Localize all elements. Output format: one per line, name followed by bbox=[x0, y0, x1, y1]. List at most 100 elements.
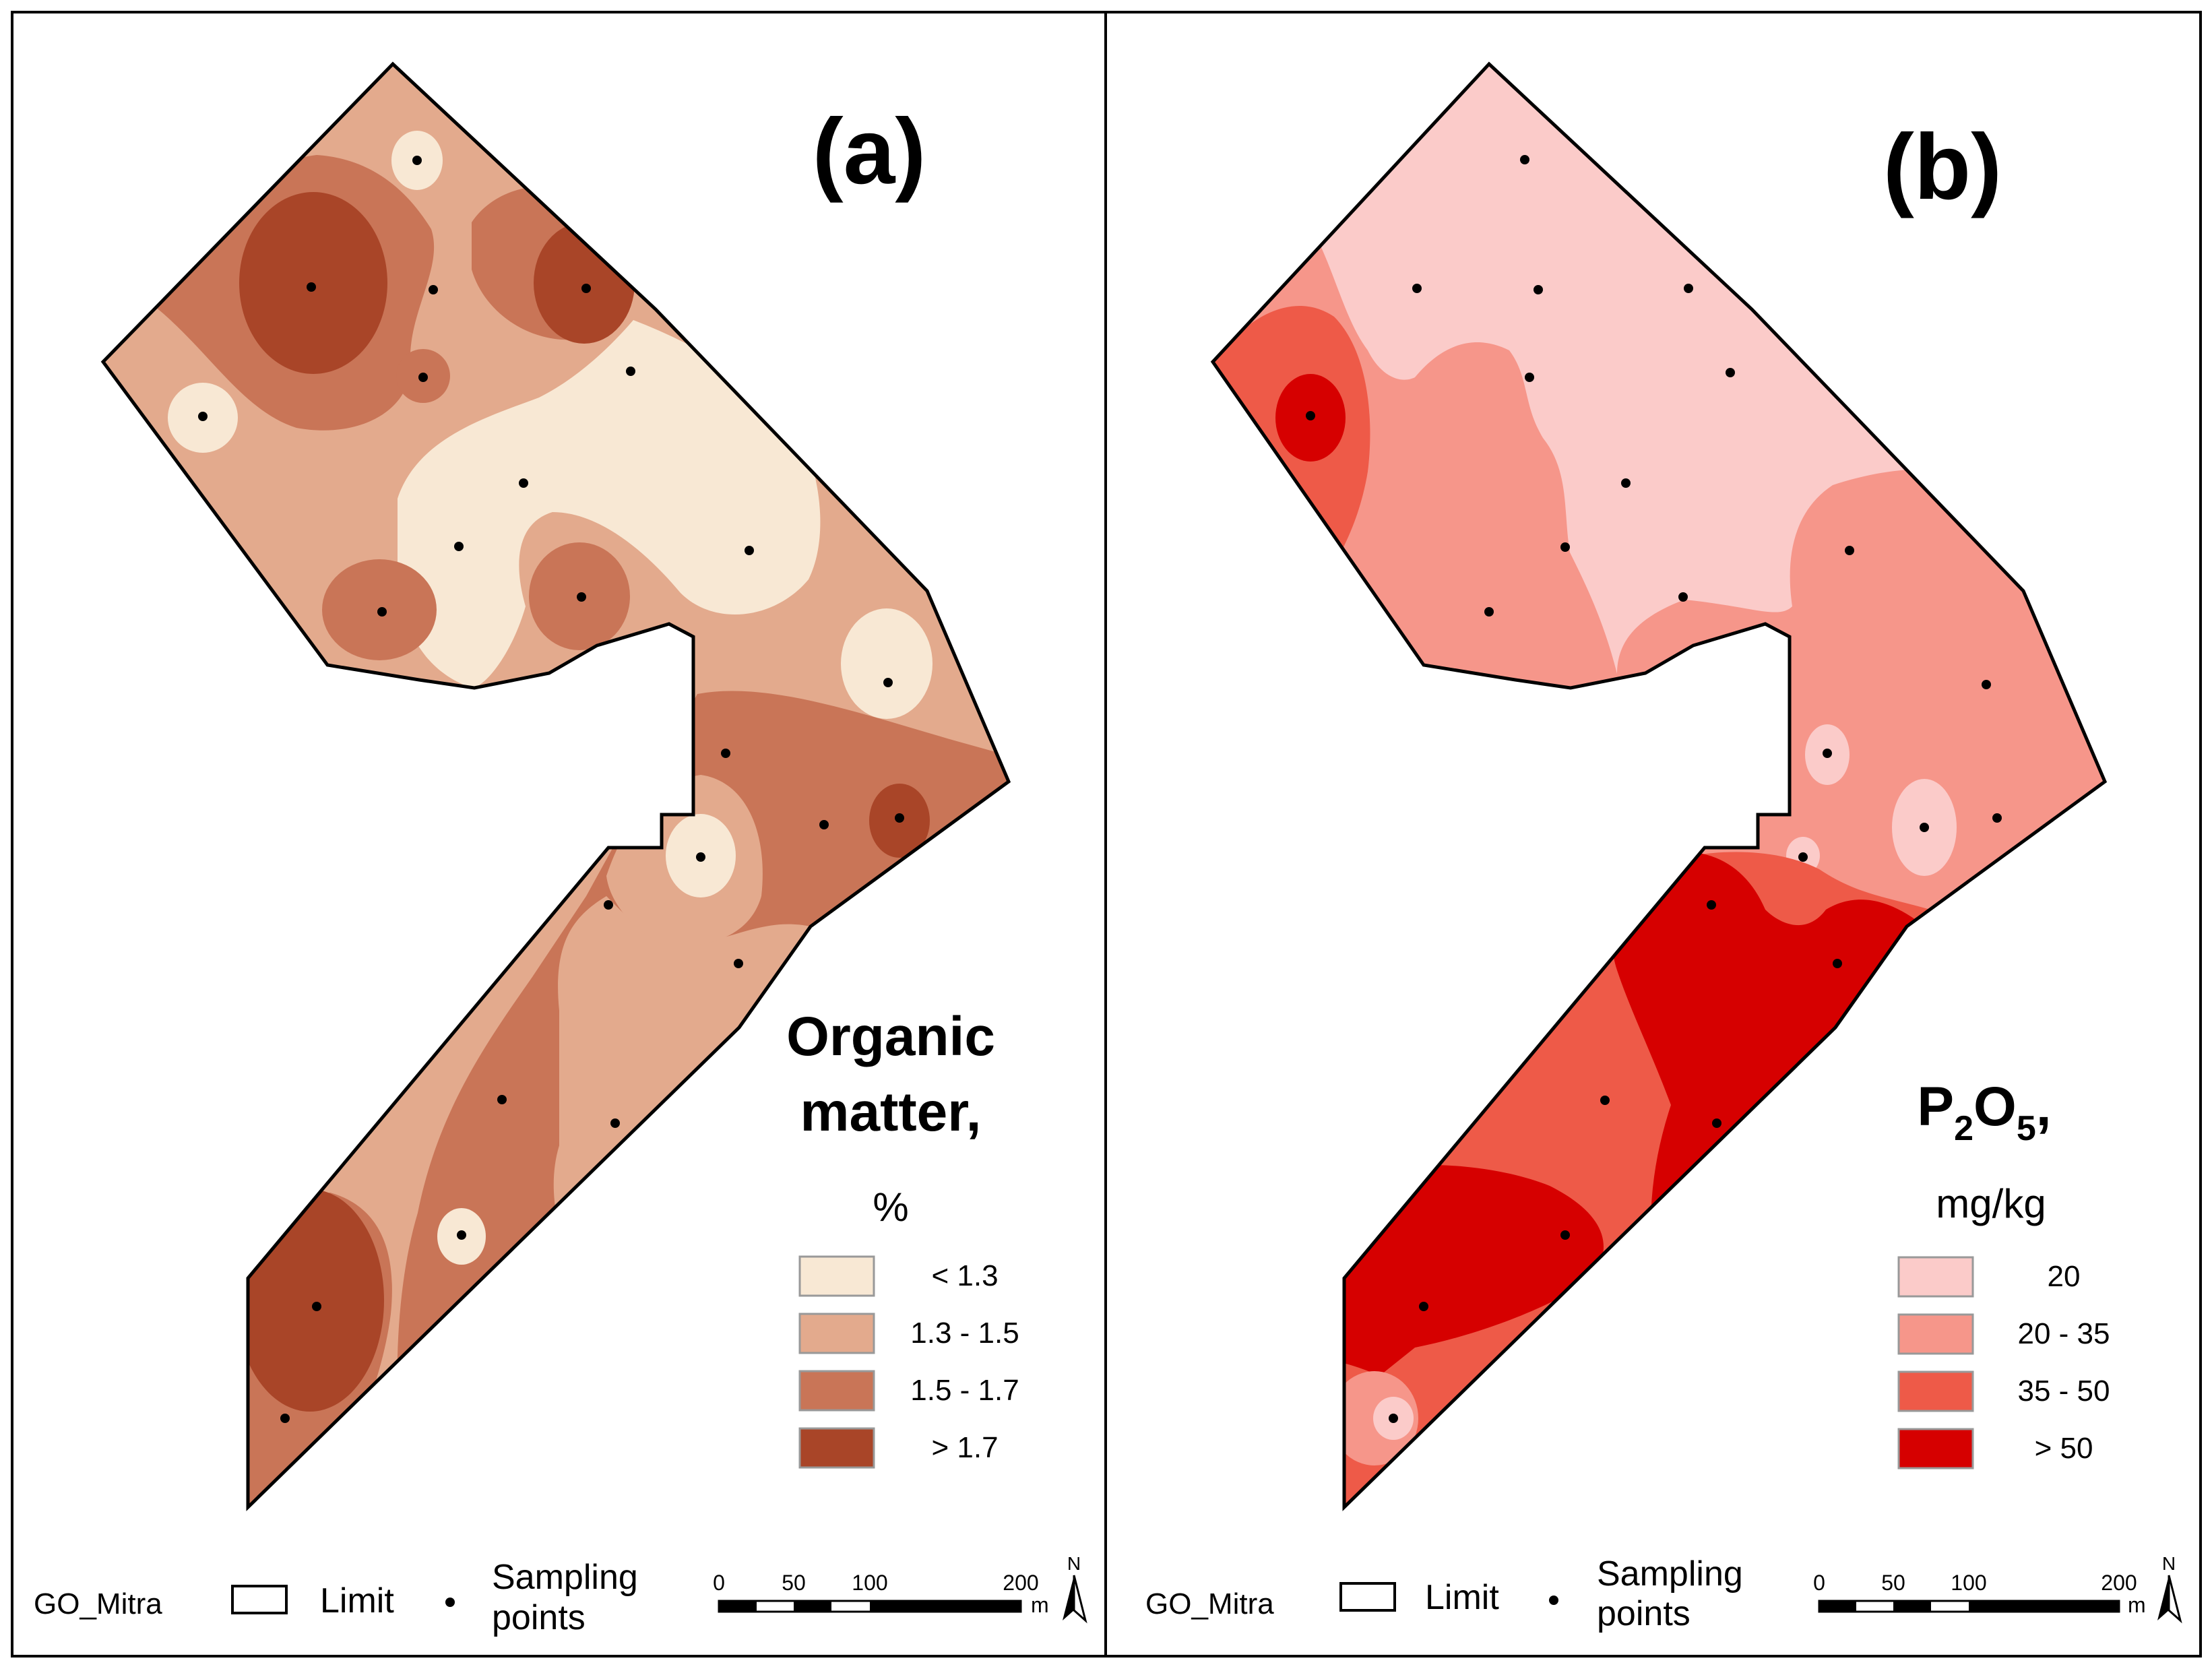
north-label: N bbox=[2162, 1553, 2176, 1574]
field-boundary bbox=[100, 61, 1011, 1511]
sampling-point bbox=[454, 542, 464, 551]
sampling-point bbox=[819, 820, 829, 829]
north-arrow: N bbox=[2157, 1553, 2182, 1624]
legend-class-label: 1.3 - 1.5 bbox=[910, 1317, 1019, 1350]
scale-unit: m bbox=[2128, 1593, 2146, 1617]
scale-tick-label: 50 bbox=[782, 1571, 806, 1595]
scale-tick-label: 200 bbox=[1003, 1571, 1038, 1595]
map-footer: GO_Mitra Limit Sampling points 0 50 100 … bbox=[34, 1553, 1087, 1637]
sampling-point bbox=[1419, 1302, 1428, 1311]
legend-swatch bbox=[1897, 1256, 1974, 1298]
sampling-points bbox=[1306, 155, 2002, 1423]
sampling-point bbox=[1525, 373, 1534, 382]
north-arrow-icon bbox=[1073, 1575, 1087, 1624]
sampling-point bbox=[721, 749, 730, 758]
sampling-point bbox=[377, 607, 387, 617]
sampling-point bbox=[1560, 1230, 1570, 1240]
sampling-point bbox=[1707, 900, 1716, 910]
sampling-point bbox=[1920, 823, 1929, 832]
sampling-point bbox=[418, 373, 428, 382]
scale-segment bbox=[1893, 1601, 1931, 1612]
panel-label: (a) bbox=[813, 100, 926, 203]
scale-tick-label: 100 bbox=[852, 1571, 887, 1595]
sampling-point bbox=[1992, 813, 2002, 823]
sampling-point bbox=[883, 678, 893, 687]
sampling-point bbox=[1412, 284, 1422, 293]
sampling-point bbox=[312, 1302, 321, 1311]
sampling-point bbox=[497, 1095, 507, 1104]
sampling-point bbox=[1823, 749, 1832, 758]
sampling-point bbox=[457, 1230, 466, 1240]
legend-swatch bbox=[1897, 1370, 1974, 1412]
sampling-point bbox=[734, 959, 743, 968]
p2o5-surface bbox=[1213, 64, 2105, 1507]
legend-class-label: 20 - 35 bbox=[2018, 1317, 2110, 1350]
sampling-point bbox=[1306, 411, 1315, 420]
sampling-point-symbol bbox=[1549, 1596, 1558, 1605]
map-name: GO_Mitra bbox=[34, 1587, 162, 1620]
sampling-point bbox=[1712, 1118, 1721, 1128]
sampling-point bbox=[895, 813, 904, 823]
sampling-point bbox=[1560, 542, 1570, 552]
sampling-point bbox=[1534, 285, 1543, 294]
sampling-point bbox=[745, 546, 754, 555]
sampling-point bbox=[1982, 680, 1991, 689]
legend-title-line1: Organic bbox=[786, 1006, 995, 1067]
sampling-point bbox=[1600, 1096, 1610, 1105]
north-arrow-icon bbox=[2157, 1575, 2169, 1620]
sampling-point bbox=[519, 478, 528, 488]
north-arrow-icon bbox=[2168, 1575, 2182, 1624]
limit-symbol bbox=[1339, 1582, 1396, 1612]
legend-class-label: 1.5 - 1.7 bbox=[910, 1374, 1019, 1407]
scale-tick-label: 0 bbox=[1813, 1571, 1825, 1595]
sampling-point bbox=[1684, 284, 1693, 293]
sampling-point bbox=[1484, 607, 1494, 617]
sampling-points bbox=[198, 156, 904, 1423]
sampling-point bbox=[1389, 1414, 1398, 1423]
legend-unit: % bbox=[873, 1185, 908, 1230]
sampling-point bbox=[626, 367, 635, 376]
panel-b: (b) P2O5, mg/kg 20 20 - 35 35 - 50 > 50 … bbox=[1145, 61, 2182, 1633]
scale-bar: 0 50 100 200 m bbox=[713, 1571, 1049, 1617]
scale-tick-label: 100 bbox=[1951, 1571, 1986, 1595]
sampling-point bbox=[577, 592, 586, 602]
scale-tick-label: 0 bbox=[713, 1571, 725, 1595]
sampling-point bbox=[1845, 546, 1854, 555]
scale-segment bbox=[1969, 1601, 2119, 1612]
sampling-point bbox=[1798, 852, 1808, 862]
points-label-line1: Sampling bbox=[1597, 1554, 1743, 1593]
map-name: GO_Mitra bbox=[1145, 1587, 1274, 1620]
scale-segment bbox=[719, 1601, 757, 1612]
sampling-point bbox=[1726, 368, 1735, 377]
legend-title-line2: matter, bbox=[800, 1081, 982, 1143]
sampling-point bbox=[604, 900, 613, 910]
scale-segment bbox=[1819, 1601, 1856, 1612]
scale-unit: m bbox=[1031, 1593, 1049, 1617]
legend-swatch bbox=[798, 1370, 875, 1412]
sampling-point bbox=[1833, 959, 1842, 968]
scale-segment bbox=[870, 1601, 1021, 1612]
sampling-point bbox=[1520, 155, 1529, 164]
scale-tick-label: 200 bbox=[2101, 1571, 2137, 1595]
scale-segment bbox=[794, 1601, 831, 1612]
sampling-point bbox=[1678, 592, 1688, 602]
legend-swatch bbox=[798, 1255, 875, 1297]
legend: P2O5, mg/kg 20 20 - 35 35 - 50 > 50 bbox=[1897, 1076, 2110, 1470]
scale-tick-label: 50 bbox=[1881, 1571, 1905, 1595]
sampling-point bbox=[429, 285, 438, 294]
legend-unit: mg/kg bbox=[1936, 1181, 2046, 1226]
field-boundary bbox=[1210, 61, 2108, 1511]
limit-label: Limit bbox=[1425, 1578, 1499, 1617]
legend-class-label: 35 - 50 bbox=[2018, 1375, 2110, 1408]
north-arrow-icon bbox=[1063, 1575, 1074, 1620]
panel-label: (b) bbox=[1883, 115, 2002, 219]
legend-title: P2O5, bbox=[1917, 1076, 2051, 1148]
sampling-point bbox=[1621, 478, 1631, 488]
north-arrow: N bbox=[1063, 1553, 1087, 1624]
sampling-point bbox=[581, 284, 591, 293]
sampling-point bbox=[307, 282, 316, 292]
legend-swatch bbox=[1897, 1313, 1974, 1355]
sampling-point bbox=[280, 1414, 290, 1423]
